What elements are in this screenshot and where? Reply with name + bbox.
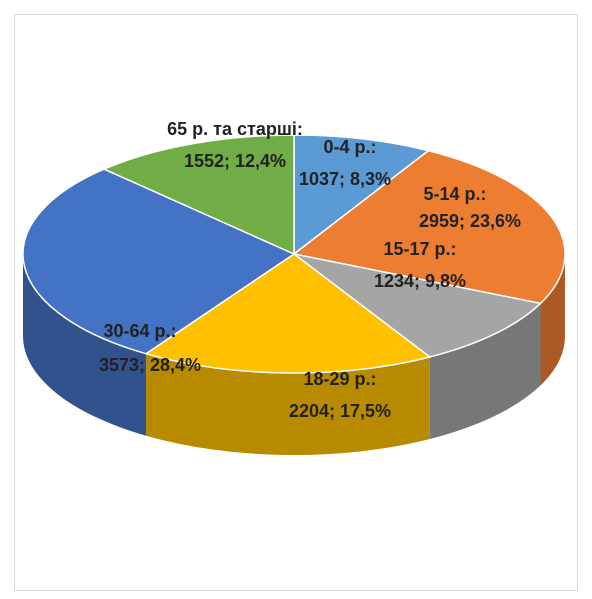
slice [102,134,295,256]
data-label-value: 1037; 8,3% [299,169,391,189]
slice [292,149,566,305]
data-label-category: 65 р. та старші: [167,119,303,139]
pie-tops [22,134,566,374]
data-label-value: 1552; 12,4% [184,151,286,171]
slice-side [23,254,147,436]
slice [22,168,296,355]
slice-side [146,353,430,456]
data-label-category: 0-4 р.: [323,137,376,157]
data-label-category: 18-29 р.: [303,369,376,389]
data-label-value: 2959; 23,6% [419,211,521,231]
data-label-category: 15-17 р.: [383,239,456,259]
data-label-value: 2204; 17,5% [289,401,391,421]
data-label-value: 3573; 28,4% [99,355,201,375]
data-label-category: 5-14 р.: [423,184,486,204]
data-label-value: 1234; 9,8% [374,271,466,291]
data-labels: 0-4 р.: 1037; 8,3% 5-14 р.: 2959; 23,6% 15-1… [99,119,521,421]
slice-side [540,254,565,386]
slice-side [429,303,541,439]
slice [293,253,543,358]
pie-sides [23,254,565,456]
slice [293,134,431,256]
slice [144,253,432,374]
data-label-category: 30-64 р.: [103,321,176,341]
